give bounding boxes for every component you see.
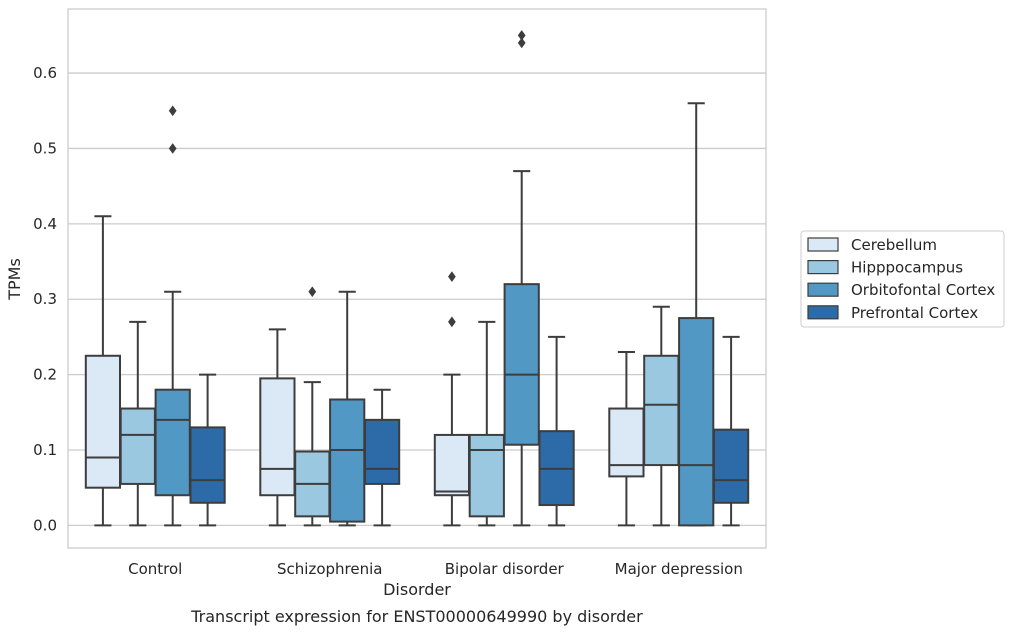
x-tick-label: Schizophrenia — [277, 560, 382, 578]
y-tick-label: 0.4 — [33, 215, 57, 233]
box-2-0 — [433, 271, 471, 527]
x-tick-label: Bipolar disorder — [445, 560, 565, 578]
y-tick-label: 0.1 — [33, 441, 57, 459]
box-0-3 — [189, 373, 226, 527]
box-body — [608, 407, 645, 478]
legend-swatch — [807, 305, 839, 320]
box-3-1 — [643, 305, 680, 527]
x-axis-label: Disorder — [383, 580, 451, 599]
box-body — [84, 354, 122, 489]
chart-caption: Transcript expression for ENST0000064999… — [190, 607, 643, 626]
plot-frame — [67, 8, 767, 549]
box-3-0 — [608, 351, 645, 527]
box-3-3 — [712, 335, 750, 527]
outlier-point — [168, 105, 177, 117]
legend: Cerebellum Hipppocampus Orbitofontal Corte… — [800, 230, 1005, 328]
legend-swatch — [807, 282, 839, 297]
legend-label: Orbitofontal Cortex — [851, 281, 995, 299]
box-body — [433, 433, 471, 497]
x-tick-labels: Control Schizophrenia Bipolar disorder Majo… — [128, 560, 743, 578]
outlier-point — [517, 37, 526, 49]
box-0-2 — [154, 105, 191, 527]
box-3-2 — [678, 102, 715, 527]
box-body — [468, 433, 505, 518]
outlier-point — [308, 286, 317, 298]
y-tick-label: 0.2 — [33, 366, 57, 384]
outlier-point — [168, 143, 177, 154]
legend-swatch — [807, 260, 839, 275]
y-tick-label: 0.3 — [33, 290, 57, 308]
x-tick-label: Control — [128, 560, 182, 578]
box-body — [329, 398, 366, 523]
y-axis-label: TPMs — [5, 258, 24, 301]
legend-label: Cerebellum — [851, 236, 937, 254]
box-0-1 — [119, 320, 156, 527]
box-body — [503, 283, 540, 446]
y-tick-label: 0.0 — [33, 516, 57, 534]
legend-label: Hipppocampus — [851, 259, 963, 277]
box-body — [119, 407, 156, 485]
x-tick-label: Major depression — [615, 560, 743, 578]
boxes — [84, 29, 750, 527]
y-tick-labels: 0.0 0.1 0.2 0.3 0.4 0.5 0.6 — [33, 64, 57, 534]
box-1-0 — [259, 328, 296, 527]
box-1-3 — [363, 388, 401, 527]
outlier-point — [447, 271, 456, 283]
box-body — [189, 426, 226, 504]
box-0-0 — [84, 215, 122, 527]
box-body — [154, 388, 191, 497]
box-body — [259, 377, 296, 497]
legend-swatch — [807, 237, 839, 252]
box-body — [643, 354, 680, 467]
outlier-point — [517, 29, 526, 41]
legend-label: Prefrontal Cortex — [851, 304, 978, 322]
box-2-2 — [503, 29, 540, 527]
y-tick-label: 0.6 — [33, 64, 57, 82]
box-2-3 — [538, 335, 575, 527]
box-2-1 — [468, 320, 505, 527]
box-1-1 — [294, 286, 331, 527]
y-tick-label: 0.5 — [33, 139, 57, 157]
box-body — [363, 418, 401, 485]
legend-items: Cerebellum Hipppocampus Orbitofontal Corte… — [807, 236, 995, 322]
legend-frame — [800, 230, 1005, 328]
box-1-2 — [329, 290, 366, 527]
outlier-point — [447, 316, 456, 328]
box-body — [678, 317, 715, 527]
box-body — [712, 428, 750, 504]
